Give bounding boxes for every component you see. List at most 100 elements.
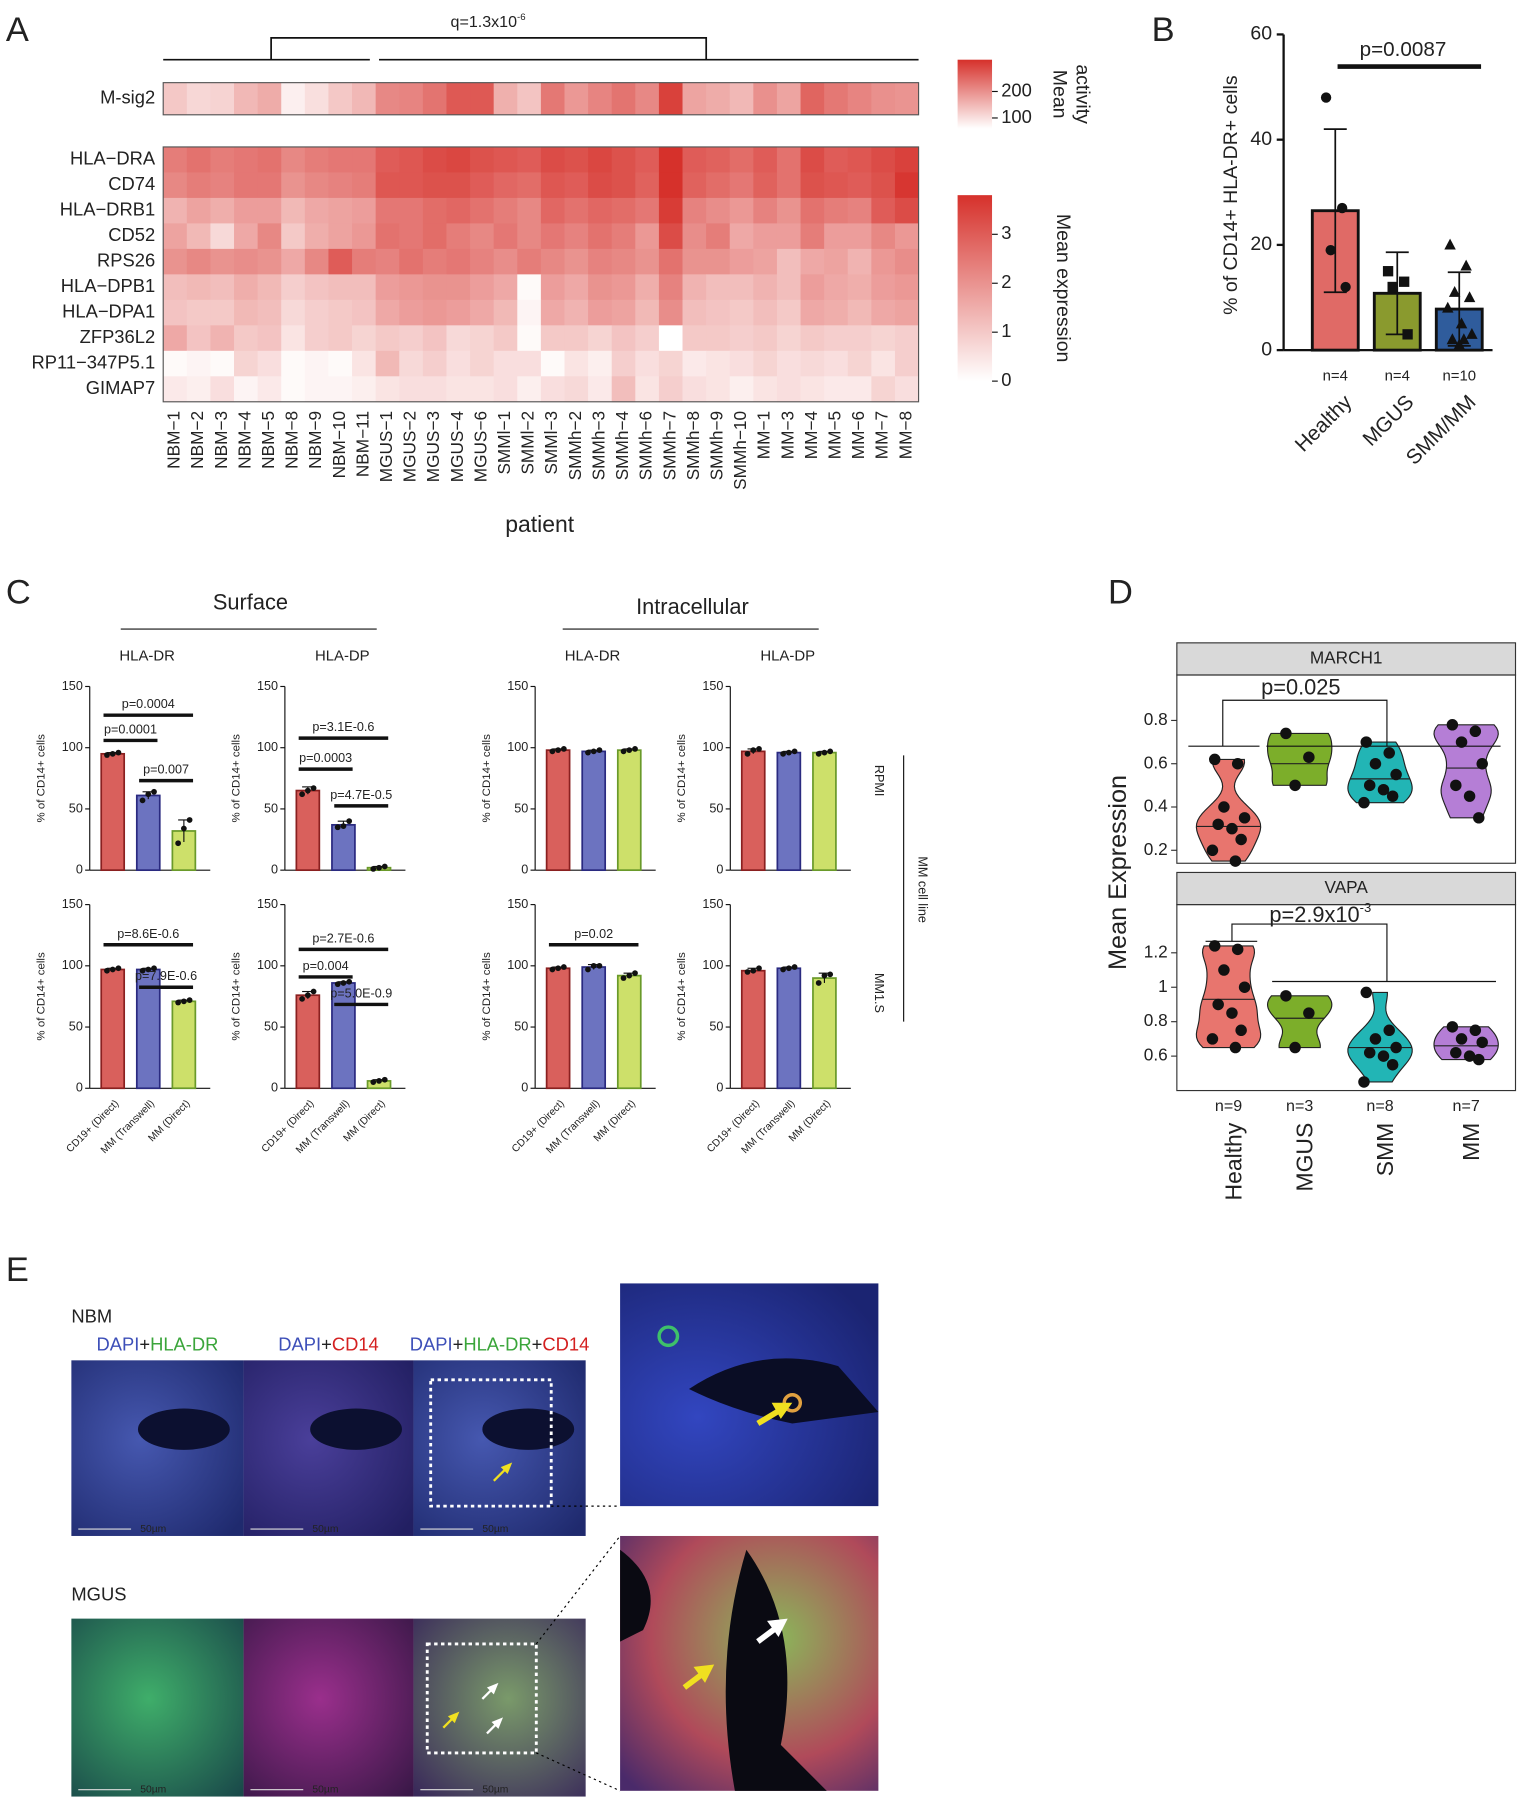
heat-cell — [776, 350, 802, 377]
panel-label: D — [1108, 574, 1133, 612]
x-tick-label: MGUS−1 — [376, 411, 396, 482]
heat-cell — [540, 299, 565, 326]
y-tick-label: 150 — [702, 897, 723, 911]
y-axis-label: Mean Expression — [1104, 775, 1132, 970]
heat-cell — [682, 376, 707, 403]
heat-cell — [375, 325, 400, 352]
heat-cell — [210, 197, 235, 224]
point — [1458, 333, 1470, 345]
heat-cell — [328, 274, 353, 301]
violin — [1195, 945, 1262, 1049]
heat-cell — [234, 299, 259, 326]
x-tick-label: MM−4 — [801, 411, 821, 460]
heat-cell — [800, 82, 825, 115]
heat-cell — [210, 350, 235, 377]
heat-cell — [776, 299, 802, 326]
point — [590, 748, 597, 755]
heat-cell — [304, 299, 329, 326]
point — [827, 971, 834, 978]
point — [560, 964, 567, 970]
heat-cell — [186, 299, 211, 326]
point — [1303, 751, 1315, 763]
heat-cell — [375, 146, 400, 173]
heat-cell — [682, 325, 707, 352]
heat-cell — [753, 82, 778, 115]
heat-cell — [635, 325, 660, 352]
heat-cell — [163, 299, 188, 326]
heat-cell — [540, 350, 565, 377]
bracket — [270, 37, 708, 60]
y-tick-label: 150 — [62, 679, 83, 693]
row-label: CD52 — [108, 224, 155, 245]
point — [1446, 1021, 1459, 1033]
heat-cell — [800, 274, 825, 301]
heat-cell — [422, 274, 447, 301]
label-part: + — [321, 1333, 332, 1354]
heat-cell — [658, 274, 683, 301]
heat-cell — [540, 197, 565, 224]
heat-cell — [753, 376, 778, 403]
colorbar-tick-label: 200 — [1001, 79, 1032, 100]
heat-cell — [375, 223, 400, 250]
heat-cell — [281, 223, 306, 250]
heat-cell — [847, 223, 872, 250]
point — [1450, 779, 1462, 792]
point — [310, 988, 317, 995]
heat-cell — [517, 146, 542, 173]
image — [71, 1360, 244, 1536]
heat-cell — [257, 223, 282, 250]
row-label: GIMAP7 — [86, 377, 155, 398]
point — [596, 962, 603, 969]
heat-cell — [635, 223, 660, 250]
heat-cell — [375, 299, 400, 326]
heat-cell — [352, 325, 377, 352]
image — [243, 1360, 414, 1536]
heat-cell — [894, 146, 920, 173]
point — [744, 750, 751, 757]
heat-cell — [186, 350, 211, 377]
heat-border — [162, 82, 920, 116]
point — [346, 978, 353, 985]
label-part: + — [532, 1333, 543, 1354]
heat-cell — [564, 197, 589, 224]
heat-cell — [588, 248, 613, 275]
colorbar-title: activity — [1071, 64, 1093, 124]
colorbar-tick-label: 100 — [1001, 106, 1032, 127]
heat-cell — [611, 299, 636, 326]
annotation: p=4.7E-0.5 — [330, 788, 392, 802]
heat-cell — [635, 146, 660, 173]
point — [1358, 1076, 1370, 1088]
point — [780, 966, 786, 973]
bar — [616, 749, 642, 872]
heat-cell — [210, 146, 235, 173]
heat-cell — [234, 325, 259, 352]
heat-cell — [446, 350, 471, 377]
point — [109, 750, 116, 757]
heat-cell — [658, 350, 683, 377]
heat-cell — [540, 223, 565, 250]
y-tick-label: 0 — [76, 1081, 83, 1095]
point — [1448, 285, 1461, 297]
colorbar-tick-label: 1 — [1001, 320, 1011, 341]
heat-cell — [328, 376, 353, 403]
point — [1289, 1041, 1301, 1054]
y-tick-label: 0 — [1261, 338, 1272, 360]
bar — [581, 750, 607, 872]
heat-cell — [422, 325, 447, 352]
x-tick-label: SMMh−6 — [636, 411, 656, 480]
heat-cell — [729, 82, 754, 115]
heat-cell — [588, 274, 613, 301]
heat-cell — [281, 376, 306, 403]
heat-cell — [706, 325, 731, 352]
heat-cell — [729, 172, 754, 199]
heat-cell — [281, 325, 306, 352]
heat-cell — [824, 82, 849, 115]
heat-cell — [446, 82, 471, 115]
heat-cell — [800, 376, 825, 403]
point — [1476, 1036, 1488, 1049]
heat-cell — [257, 146, 282, 173]
heat-cell — [800, 325, 825, 352]
point — [1377, 1050, 1390, 1062]
image — [413, 1618, 586, 1797]
bar — [135, 794, 161, 872]
